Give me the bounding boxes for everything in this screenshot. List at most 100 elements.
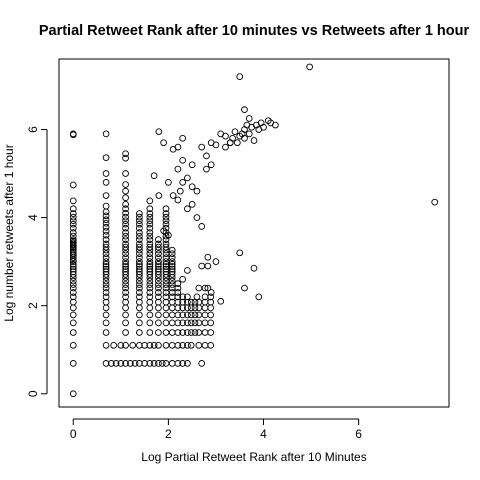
data-point bbox=[207, 311, 215, 319]
data-point bbox=[146, 240, 154, 248]
data-point bbox=[102, 271, 110, 278]
data-point bbox=[122, 254, 129, 262]
data-point bbox=[146, 277, 154, 285]
data-point bbox=[162, 329, 170, 336]
data-point bbox=[122, 260, 129, 268]
data-point bbox=[168, 263, 176, 270]
data-point bbox=[155, 192, 163, 199]
data-point bbox=[195, 329, 203, 336]
data-point bbox=[222, 132, 229, 140]
data-point bbox=[201, 341, 209, 349]
data-point bbox=[168, 260, 176, 268]
data-point bbox=[187, 298, 195, 306]
data-point bbox=[207, 289, 215, 296]
x-tick-label: 4 bbox=[260, 427, 267, 441]
data-point bbox=[122, 277, 129, 285]
data-point bbox=[174, 293, 182, 301]
data-point bbox=[162, 205, 170, 213]
data-point bbox=[136, 293, 143, 301]
data-point bbox=[155, 360, 162, 367]
data-point bbox=[102, 281, 110, 288]
data-point bbox=[146, 360, 154, 367]
data-point bbox=[122, 341, 129, 349]
data-point bbox=[160, 139, 167, 147]
data-point bbox=[162, 213, 170, 221]
data-point bbox=[150, 172, 158, 180]
data-point bbox=[146, 210, 154, 217]
data-point bbox=[188, 183, 196, 191]
data-point bbox=[146, 304, 154, 312]
data-point bbox=[146, 319, 154, 327]
data-point bbox=[146, 263, 154, 270]
data-point bbox=[193, 187, 201, 195]
data-point bbox=[155, 236, 162, 243]
data-point bbox=[191, 311, 199, 319]
data-point bbox=[136, 217, 143, 225]
data-point bbox=[122, 236, 129, 243]
data-point bbox=[136, 298, 143, 306]
data-point bbox=[122, 229, 129, 236]
data-point bbox=[155, 260, 162, 268]
data-point bbox=[179, 360, 187, 367]
data-point bbox=[122, 220, 129, 228]
data-point bbox=[168, 319, 176, 327]
data-point bbox=[241, 126, 248, 133]
data-point bbox=[165, 178, 172, 186]
data-point bbox=[150, 360, 158, 367]
data-point bbox=[102, 231, 110, 239]
data-point bbox=[179, 156, 187, 164]
data-point bbox=[168, 258, 176, 265]
data-point bbox=[188, 201, 196, 208]
data-point bbox=[102, 260, 110, 268]
data-point bbox=[136, 304, 143, 312]
data-point bbox=[129, 341, 137, 349]
data-point bbox=[162, 311, 170, 319]
data-point bbox=[168, 329, 176, 336]
data-point bbox=[69, 360, 77, 367]
data-point bbox=[136, 341, 143, 349]
y-tick-label: 2 bbox=[26, 302, 40, 309]
data-point bbox=[136, 289, 143, 296]
data-point bbox=[122, 298, 129, 306]
data-point bbox=[69, 390, 77, 398]
data-point bbox=[136, 224, 143, 232]
data-point bbox=[234, 139, 241, 147]
data-point bbox=[102, 243, 110, 251]
data-point bbox=[69, 224, 77, 232]
data-point bbox=[136, 329, 143, 336]
data-point bbox=[122, 209, 129, 217]
data-point bbox=[184, 311, 191, 319]
data-point bbox=[136, 232, 143, 240]
data-point bbox=[69, 213, 77, 221]
data-point bbox=[136, 240, 143, 248]
data-point bbox=[69, 260, 77, 268]
data-point bbox=[102, 268, 110, 276]
data-point bbox=[207, 329, 215, 336]
data-point bbox=[201, 304, 209, 312]
data-point bbox=[102, 212, 110, 220]
data-point bbox=[69, 220, 77, 228]
data-point bbox=[69, 298, 77, 306]
data-point bbox=[155, 240, 162, 248]
data-point bbox=[187, 341, 195, 349]
data-point bbox=[195, 304, 203, 312]
data-point bbox=[117, 360, 125, 367]
data-point bbox=[122, 304, 129, 312]
data-point bbox=[136, 281, 143, 288]
data-point bbox=[174, 319, 182, 327]
data-point bbox=[201, 329, 209, 336]
data-point bbox=[122, 201, 129, 208]
data-point bbox=[146, 329, 154, 336]
data-point bbox=[69, 284, 77, 292]
data-point bbox=[179, 178, 187, 186]
data-point bbox=[69, 252, 77, 259]
data-point bbox=[245, 130, 253, 138]
data-point bbox=[212, 141, 220, 149]
data-point bbox=[155, 293, 162, 301]
data-point bbox=[174, 165, 182, 173]
data-point bbox=[168, 271, 176, 278]
data-point bbox=[102, 178, 110, 186]
data-point bbox=[69, 181, 77, 189]
data-point bbox=[179, 311, 187, 319]
data-point bbox=[212, 258, 220, 265]
